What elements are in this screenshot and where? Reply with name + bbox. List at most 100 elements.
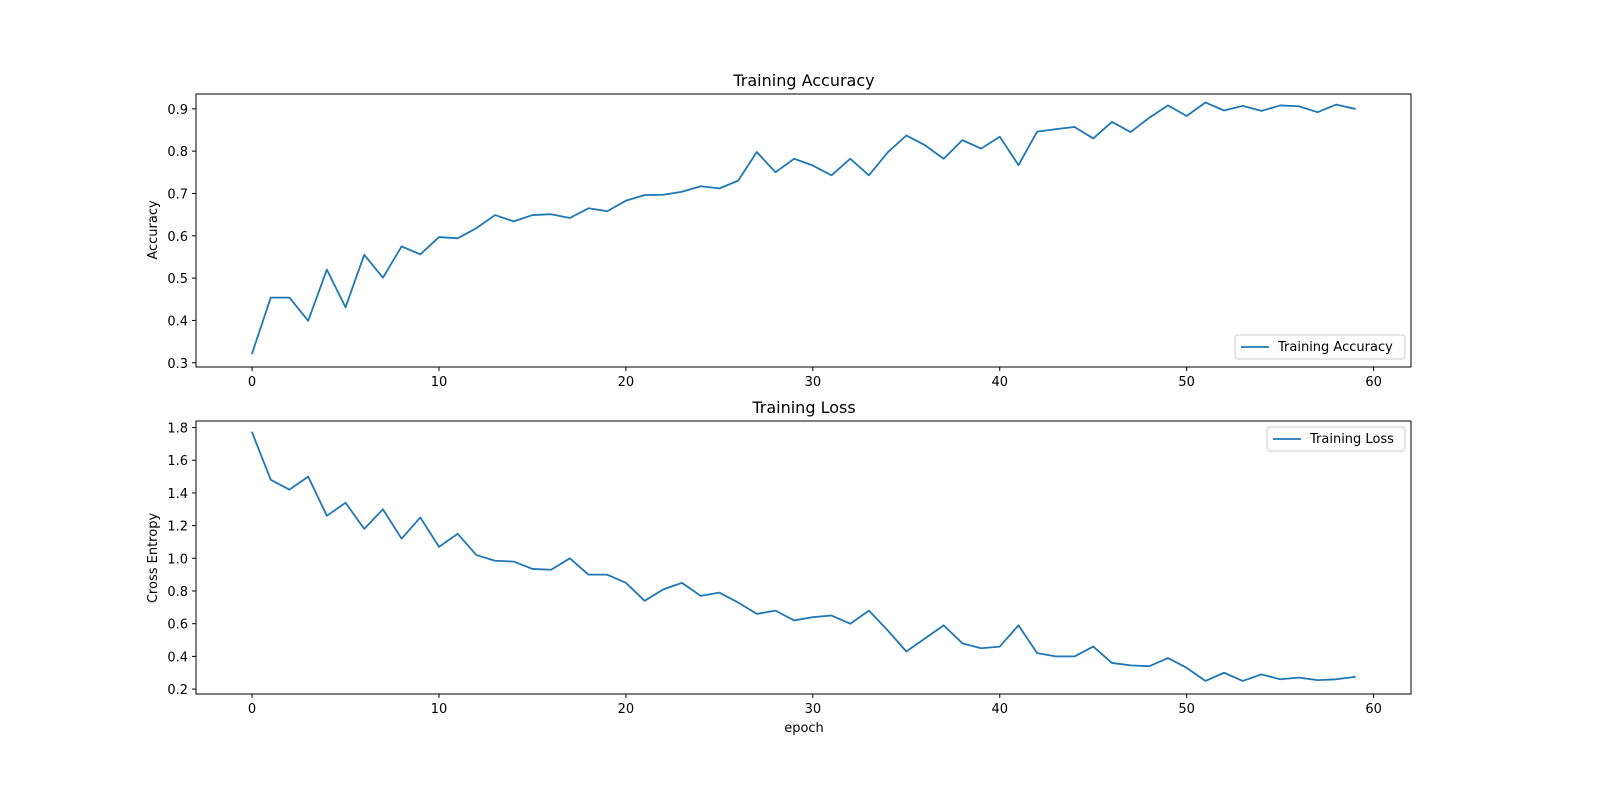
accuracy-data-point [998,135,1002,139]
loss-y-tick-label-3: 0.8 [167,585,188,600]
loss-legend-box [1266,426,1406,452]
accuracy-data-point [1054,127,1058,131]
loss-data-point [1353,675,1357,679]
loss-data-point [680,581,684,585]
accuracy-data-point [1241,104,1245,108]
loss-x-tick-label-0: 0 [248,702,256,717]
accuracy-series-line-0 [251,101,1356,355]
accuracy-data-point [418,252,422,256]
accuracy-data-point [344,305,348,309]
accuracy-axes-frame [195,93,1412,368]
accuracy-data-point [1297,104,1301,108]
accuracy-data-point [904,133,908,137]
loss-data-point [400,537,404,541]
loss-data-point [344,501,348,505]
loss-data-point [512,560,516,564]
loss-legend: Training Loss [1266,426,1406,452]
loss-y-tick-label-4: 1.0 [167,552,188,567]
loss-data-point [755,612,759,616]
accuracy-data-point [1073,125,1077,129]
accuracy-data-point [1035,130,1039,134]
loss-data-point [1091,645,1095,649]
loss-data-point [848,622,852,626]
accuracy-data-point [792,157,796,161]
loss-data-point [1110,661,1114,665]
loss-data-point [437,545,441,549]
loss-data-point [381,507,385,511]
loss-y-tick-label-5: 1.2 [167,520,188,535]
accuracy-data-point [306,319,310,323]
accuracy-data-point [325,268,329,272]
accuracy-y-axis-label: Accuracy [146,200,161,260]
accuracy-data-point [530,213,534,217]
accuracy-data-point [605,209,609,213]
loss-data-point [1316,678,1320,682]
accuracy-data-point [1259,109,1263,113]
loss-data-point [811,615,815,619]
accuracy-y-tick-label-6: 0.9 [167,103,188,118]
loss-data-point [643,599,647,603]
accuracy-legend-box [1234,334,1406,360]
loss-data-point [549,568,553,572]
accuracy-data-point [773,170,777,174]
accuracy-data-point [381,276,385,280]
accuracy-data-point [680,190,684,194]
loss-data-point [418,515,422,519]
accuracy-data-point [1203,100,1207,104]
loss-data-point [1073,654,1077,658]
accuracy-data-point [942,157,946,161]
accuracy-data-point [1222,109,1226,113]
accuracy-data-point [886,150,890,154]
accuracy-data-point [1334,103,1338,107]
loss-data-point [1016,623,1020,627]
loss-plot-area [251,431,1357,682]
loss-data-point [773,609,777,613]
accuracy-data-point [287,296,291,300]
loss-data-point [493,559,497,563]
accuracy-y-tick-label-3: 0.6 [167,230,188,245]
accuracy-data-point [400,244,404,248]
loss-data-point [605,573,609,577]
loss-data-point [362,527,366,531]
accuracy-data-point [960,138,964,142]
loss-ticks: 0 10 20 30 40 50 60 0.2 0.4 0.6 0.8 1.0 1.2 1.4 1.6 1.8 [167,422,1382,717]
accuracy-data-point [1129,130,1133,134]
loss-data-point [1278,677,1282,681]
accuracy-y-tick-label-1: 0.4 [167,314,188,329]
loss-x-tick-label-1: 10 [431,702,448,717]
accuracy-data-point [1016,163,1020,167]
loss-data-point [998,645,1002,649]
accuracy-legend-label: Training Accuracy [1277,340,1393,355]
accuracy-data-point [624,199,628,203]
loss-data-point [624,581,628,585]
accuracy-x-tick-label-6: 60 [1365,375,1382,390]
loss-data-point [474,553,478,557]
accuracy-data-point [699,184,703,188]
accuracy-data-point [250,351,254,355]
accuracy-data-point [755,150,759,154]
loss-data-point [325,514,329,518]
loss-x-tick-label-2: 20 [618,702,635,717]
accuracy-data-point [437,235,441,239]
loss-x-axis-label: epoch [784,721,824,736]
loss-data-point [979,646,983,650]
accuracy-legend: Training Accuracy [1234,334,1406,360]
accuracy-data-point [269,296,273,300]
accuracy-data-point [1353,107,1357,111]
accuracy-data-point [848,157,852,161]
accuracy-data-point [1110,120,1114,124]
accuracy-data-point [661,193,665,197]
loss-data-point [1166,656,1170,660]
accuracy-y-tick-label-4: 0.7 [167,187,188,202]
loss-data-point [830,614,834,618]
accuracy-data-point [549,212,553,216]
loss-data-point [568,556,572,560]
accuracy-ticks: 0 10 20 30 40 50 60 0.3 0.4 0.5 0.6 0.7 0.8 0.9 [167,103,1382,390]
loss-axes-frame [195,420,1412,695]
accuracy-data-point [1185,114,1189,118]
accuracy-chart-title: Training Accuracy [732,71,874,90]
loss-data-point [1185,666,1189,670]
loss-data-point [1129,663,1133,667]
